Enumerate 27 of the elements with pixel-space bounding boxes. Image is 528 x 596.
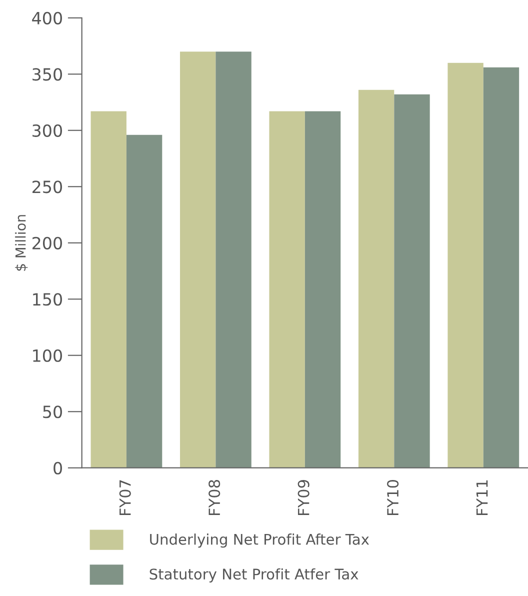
bar <box>448 62 484 468</box>
bar <box>358 90 394 468</box>
y-tick-label: 50 <box>43 406 62 418</box>
bar <box>126 134 162 468</box>
y-tick-label: 250 <box>32 180 62 194</box>
legend-label: Statutory Net Profit Atfer Tax <box>150 568 358 582</box>
bar <box>269 111 305 468</box>
x-tick-label: FY11 <box>476 480 488 516</box>
y-tick-label: 400 <box>32 12 62 24</box>
bar <box>304 111 341 468</box>
y-tick-label: 350 <box>32 68 62 81</box>
y-tick-label: 100 <box>33 349 62 362</box>
bar <box>180 52 216 468</box>
y-tick-label: 150 <box>33 293 62 306</box>
y-tick-label: 300 <box>32 124 62 137</box>
y-axis-title: $ Million <box>15 215 28 271</box>
legend-label: Underlying Net Profit After Tax <box>150 534 369 548</box>
x-tick-label: FY08 <box>208 480 220 516</box>
y-tick-label: 0 <box>54 462 62 474</box>
bar <box>90 111 126 468</box>
bar <box>394 94 430 468</box>
x-tick-label: FY07 <box>119 480 131 516</box>
bar <box>483 67 520 468</box>
bar <box>216 52 252 468</box>
y-tick-label: 200 <box>32 236 62 250</box>
x-tick-label: FY09 <box>298 480 310 516</box>
x-tick-label: FY10 <box>387 480 399 516</box>
